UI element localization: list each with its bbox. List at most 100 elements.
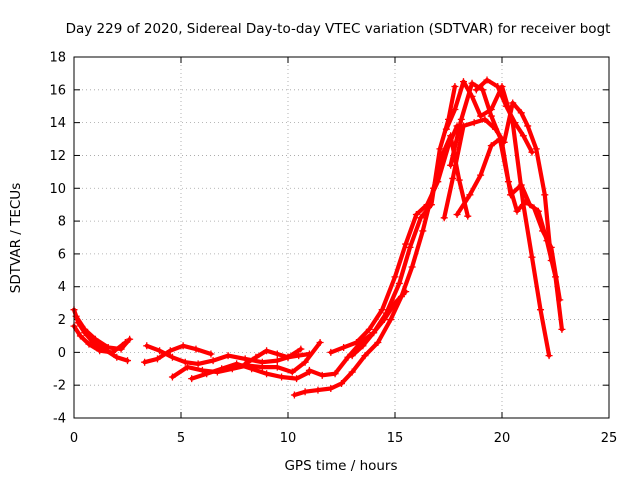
y-tick-label: 10	[49, 182, 66, 197]
data-point-marker	[273, 357, 281, 365]
data-point-marker	[558, 325, 566, 333]
data-point-marker	[406, 243, 414, 251]
data-point-marker	[470, 119, 478, 127]
data-point-marker	[297, 345, 305, 353]
data-point-marker	[387, 316, 395, 324]
data-point-marker	[419, 227, 427, 235]
data-point-marker	[233, 360, 241, 368]
y-tick-label: 16	[49, 83, 66, 98]
plot-frame	[73, 56, 610, 419]
data-point-marker	[263, 347, 271, 355]
series-trace	[73, 314, 132, 352]
data-point-marker	[466, 191, 474, 199]
data-point-marker	[352, 339, 360, 347]
y-tick-label: 6	[58, 247, 66, 262]
data-point-marker	[141, 358, 149, 366]
data-point-marker	[338, 380, 345, 388]
data-point-marker	[168, 373, 176, 381]
x-axis-label: GPS time / hours	[284, 458, 397, 474]
data-point-marker	[305, 350, 313, 358]
series-arc-morning-5	[241, 347, 313, 368]
series-trace	[71, 324, 128, 355]
data-point-marker	[453, 211, 461, 219]
data-point-marker	[511, 119, 519, 127]
data-series	[70, 76, 566, 399]
data-point-marker	[509, 99, 517, 107]
data-point-marker	[316, 339, 324, 347]
data-point-marker	[445, 142, 452, 150]
data-point-marker	[81, 325, 89, 333]
series-arc-morning-2	[141, 342, 215, 366]
data-point-marker	[528, 253, 536, 261]
data-point-marker	[436, 145, 444, 153]
data-point-marker	[494, 83, 502, 91]
data-point-marker	[252, 353, 260, 361]
series-arc-early-2	[70, 322, 129, 356]
data-point-marker	[198, 366, 206, 374]
data-point-marker	[412, 211, 420, 219]
chart-title: Day 229 of 2020, Sidereal Day-to-day VTE…	[66, 21, 611, 37]
data-point-marker	[263, 370, 271, 378]
data-point-marker	[361, 352, 369, 360]
data-point-marker	[301, 358, 309, 366]
data-point-marker	[305, 366, 313, 374]
y-tick-label: 14	[49, 116, 66, 131]
data-point-marker	[442, 125, 450, 133]
data-point-marker	[327, 348, 335, 356]
series-trace	[444, 79, 552, 358]
data-point-marker	[537, 306, 545, 314]
series-trace	[328, 123, 460, 355]
data-point-marker	[290, 391, 298, 399]
data-point-marker	[434, 178, 442, 186]
series-arc-early-3	[72, 312, 134, 353]
data-point-marker	[194, 360, 202, 368]
series-trace	[455, 136, 562, 302]
data-point-marker	[519, 132, 527, 140]
data-point-marker	[408, 263, 416, 271]
data-point-marker	[541, 191, 549, 199]
data-point-marker	[402, 288, 410, 296]
data-point-marker	[504, 178, 512, 186]
data-point-marker	[556, 296, 564, 304]
series-arc-rise-1	[290, 132, 472, 399]
y-tick-label: 0	[58, 346, 66, 361]
data-point-marker	[517, 109, 525, 117]
data-point-marker	[459, 78, 467, 86]
series-arc-peak-5	[472, 76, 536, 156]
data-point-marker	[181, 358, 189, 366]
data-point-marker	[288, 368, 296, 376]
data-point-marker	[440, 214, 448, 222]
data-point-marker	[391, 299, 399, 307]
x-tick-label: 10	[280, 431, 297, 446]
data-point-marker	[117, 345, 125, 353]
data-point-marker	[273, 350, 281, 358]
data-point-marker	[457, 115, 465, 123]
data-point-marker	[156, 347, 164, 355]
data-point-marker	[192, 345, 200, 353]
data-point-marker	[183, 363, 191, 371]
data-point-marker	[207, 350, 215, 358]
data-point-marker	[278, 373, 286, 381]
x-tick-label: 25	[601, 431, 618, 446]
data-point-marker	[464, 212, 472, 220]
data-point-marker	[395, 279, 403, 287]
y-tick-label: 4	[58, 280, 66, 295]
data-point-marker	[241, 360, 249, 368]
series-arc-rise-3	[327, 122, 461, 356]
data-point-marker	[143, 342, 151, 350]
series-arc-peak-4	[453, 135, 564, 304]
data-point-marker	[365, 325, 373, 333]
data-point-marker	[481, 115, 489, 123]
tick-labels: 0 5 10 15 20 25 -4 -2 0 2 4 6 8 10 12 14 16 18	[49, 51, 617, 447]
y-tick-label: 12	[49, 149, 66, 164]
data-point-marker	[513, 207, 521, 215]
data-point-marker	[166, 347, 174, 355]
series-trace	[307, 84, 457, 378]
data-point-marker	[539, 227, 547, 235]
data-point-marker	[331, 370, 339, 378]
data-point-marker	[273, 363, 281, 371]
data-point-marker	[295, 352, 303, 360]
data-point-marker	[472, 86, 480, 94]
data-point-marker	[91, 335, 99, 343]
data-point-marker	[468, 79, 476, 87]
